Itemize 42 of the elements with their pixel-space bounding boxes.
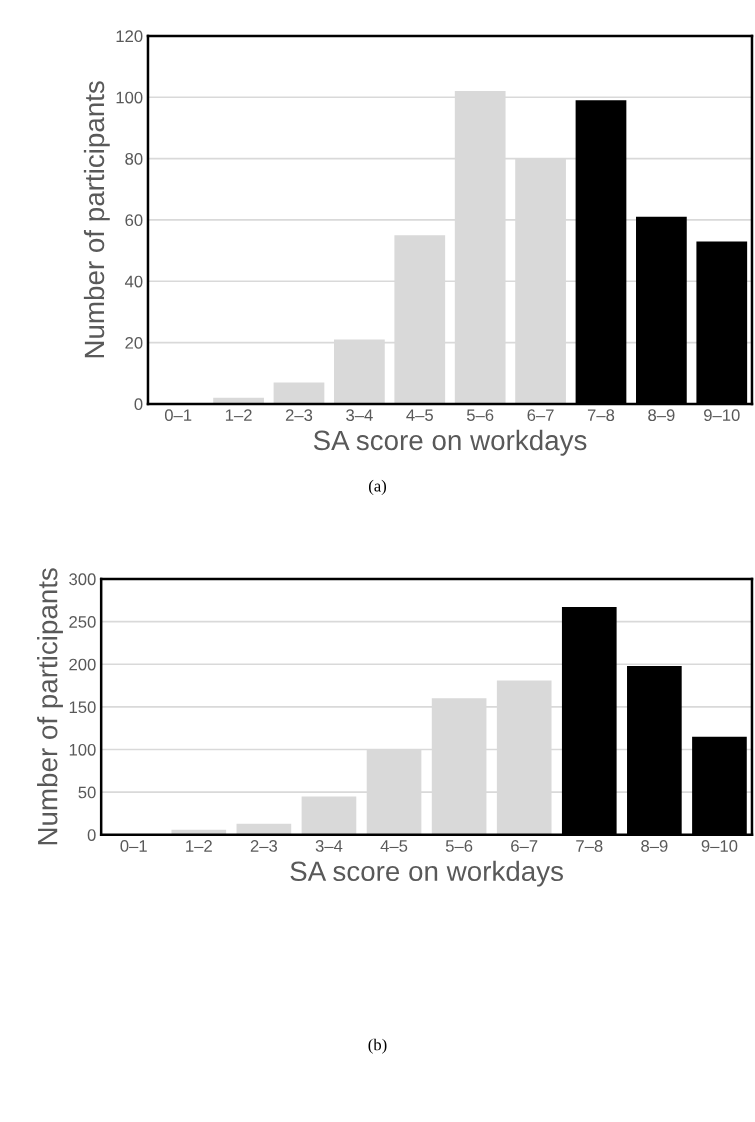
x-tick-label: 2–3	[285, 409, 313, 422]
y-tick-label: 120	[116, 30, 143, 43]
x-axis-title: SA score on workdays	[290, 860, 563, 887]
y-tick-label: 0	[134, 398, 143, 411]
x-tick-label: 1–2	[186, 840, 212, 852]
y-tick-label: 200	[69, 658, 96, 671]
x-tick-label: 0–1	[120, 840, 147, 852]
y-tick-label: 100	[116, 91, 143, 104]
x-tick-label: 9–10	[701, 840, 738, 852]
y-tick-label: 0	[87, 829, 96, 841]
y-tick-label: 150	[69, 701, 96, 714]
y-tick-label: 250	[69, 615, 96, 628]
x-tick-label: 4–5	[380, 840, 408, 852]
x-tick-label: 2–3	[250, 840, 278, 852]
text: (b)	[368, 1038, 387, 1054]
bar	[301, 796, 357, 835]
x-tick-label: 4–5	[406, 409, 433, 422]
x-tick-label: 3–4	[346, 409, 373, 422]
text: (a)	[368, 479, 387, 495]
y-axis-title: Number of participants	[37, 568, 63, 845]
x-tick-label: 8–9	[641, 840, 668, 852]
x-axis-title: SA score on workdays	[313, 429, 587, 456]
x-tick-label: 7–8	[576, 840, 603, 852]
x-tick-label: 5–6	[445, 840, 473, 852]
x-tick-label: 3–4	[315, 840, 343, 852]
x-tick-label: 6–7	[527, 409, 554, 422]
y-tick-label: 40	[124, 275, 143, 288]
x-tick-label: 7–8	[587, 409, 615, 422]
x-tick-label: 9–10	[704, 409, 740, 422]
y-tick-label: 80	[125, 152, 143, 165]
y-tick-label: 20	[125, 336, 143, 349]
y-tick-label: 60	[125, 214, 143, 227]
x-tick-label: 6–7	[511, 840, 538, 852]
y-tick-label: 300	[69, 573, 96, 586]
x-tick-label: 1–2	[225, 409, 252, 421]
y-tick-label: 100	[69, 743, 96, 756]
x-tick-label: 8–9	[648, 409, 675, 422]
y-tick-label: 50	[78, 786, 96, 799]
y-axis-title: Number of participants	[83, 81, 110, 358]
x-tick-label: 0–1	[164, 409, 192, 422]
x-tick-label: 5–6	[466, 409, 494, 422]
bar	[273, 382, 325, 404]
